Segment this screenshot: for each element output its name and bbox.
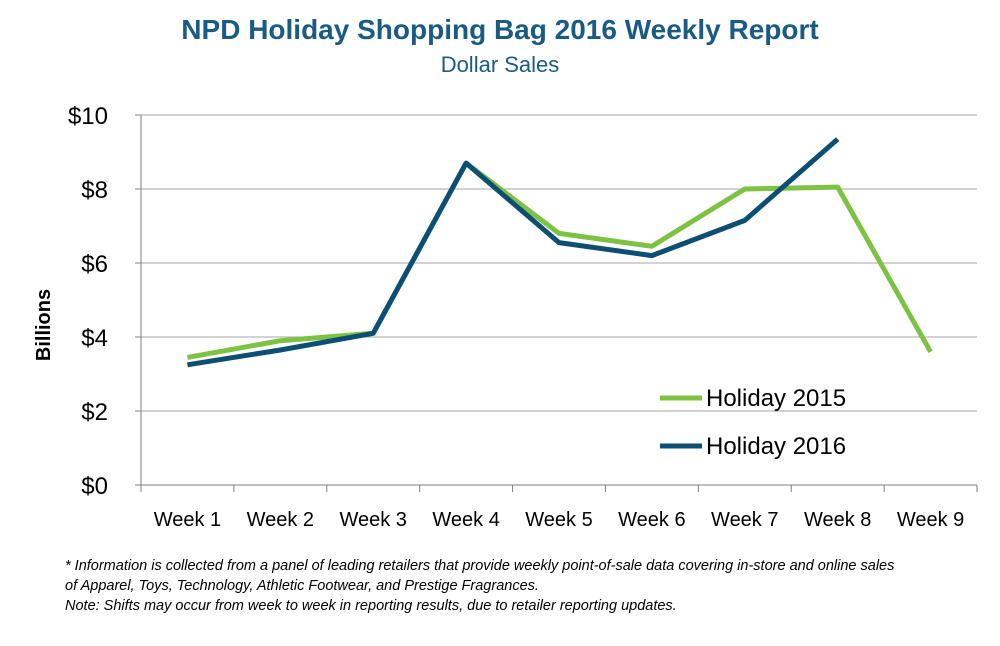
x-tick-label: Week 4 [432, 509, 499, 531]
y-tick-label: $2 [81, 399, 108, 426]
y-axis-ticks: $0 $2 $4 $6 $8 $10 [68, 103, 141, 500]
footnote: * Information is collected from a panel … [65, 556, 985, 616]
x-tick-label: Week 6 [618, 509, 685, 531]
legend-label: Holiday 2015 [706, 385, 846, 412]
x-tick-label: Week 2 [247, 509, 314, 531]
legend: Holiday 2015 Holiday 2016 [660, 385, 846, 460]
footnote-line-2: of Apparel, Toys, Technology, Athletic F… [65, 578, 539, 594]
x-tick-label: Week 9 [897, 509, 964, 531]
y-tick-label: $6 [81, 251, 108, 278]
gridlines [141, 114, 977, 412]
y-tick-label: $4 [81, 325, 108, 352]
footnote-line-3: Note: Shifts may occur from week to week… [65, 598, 677, 614]
series-lines [186, 137, 933, 368]
x-axis-ticks: Week 1 Week 2 Week 3 Week 4 Week 5 Week 6 Week… [140, 485, 978, 531]
y-axis-label: Billions [33, 289, 55, 361]
x-tick-label: Week 1 [154, 509, 221, 531]
axes [140, 115, 977, 486]
chart-title: NPD Holiday Shopping Bag 2016 Weekly Rep… [181, 14, 819, 45]
x-tick-label: Week 8 [804, 509, 871, 531]
series-line-2 [187, 137, 840, 368]
y-tick-label: $8 [81, 177, 108, 204]
series-line-1 [186, 160, 933, 360]
footnote-line-1: * Information is collected from a panel … [65, 558, 895, 574]
y-tick-label: $0 [81, 473, 108, 500]
x-tick-label: Week 3 [339, 509, 406, 531]
legend-label: Holiday 2016 [706, 433, 846, 460]
x-tick-label: Week 7 [711, 509, 778, 531]
chart-subtitle: Dollar Sales [440, 52, 560, 77]
y-tick-label: $10 [68, 103, 108, 130]
x-tick-label: Week 5 [525, 509, 592, 531]
